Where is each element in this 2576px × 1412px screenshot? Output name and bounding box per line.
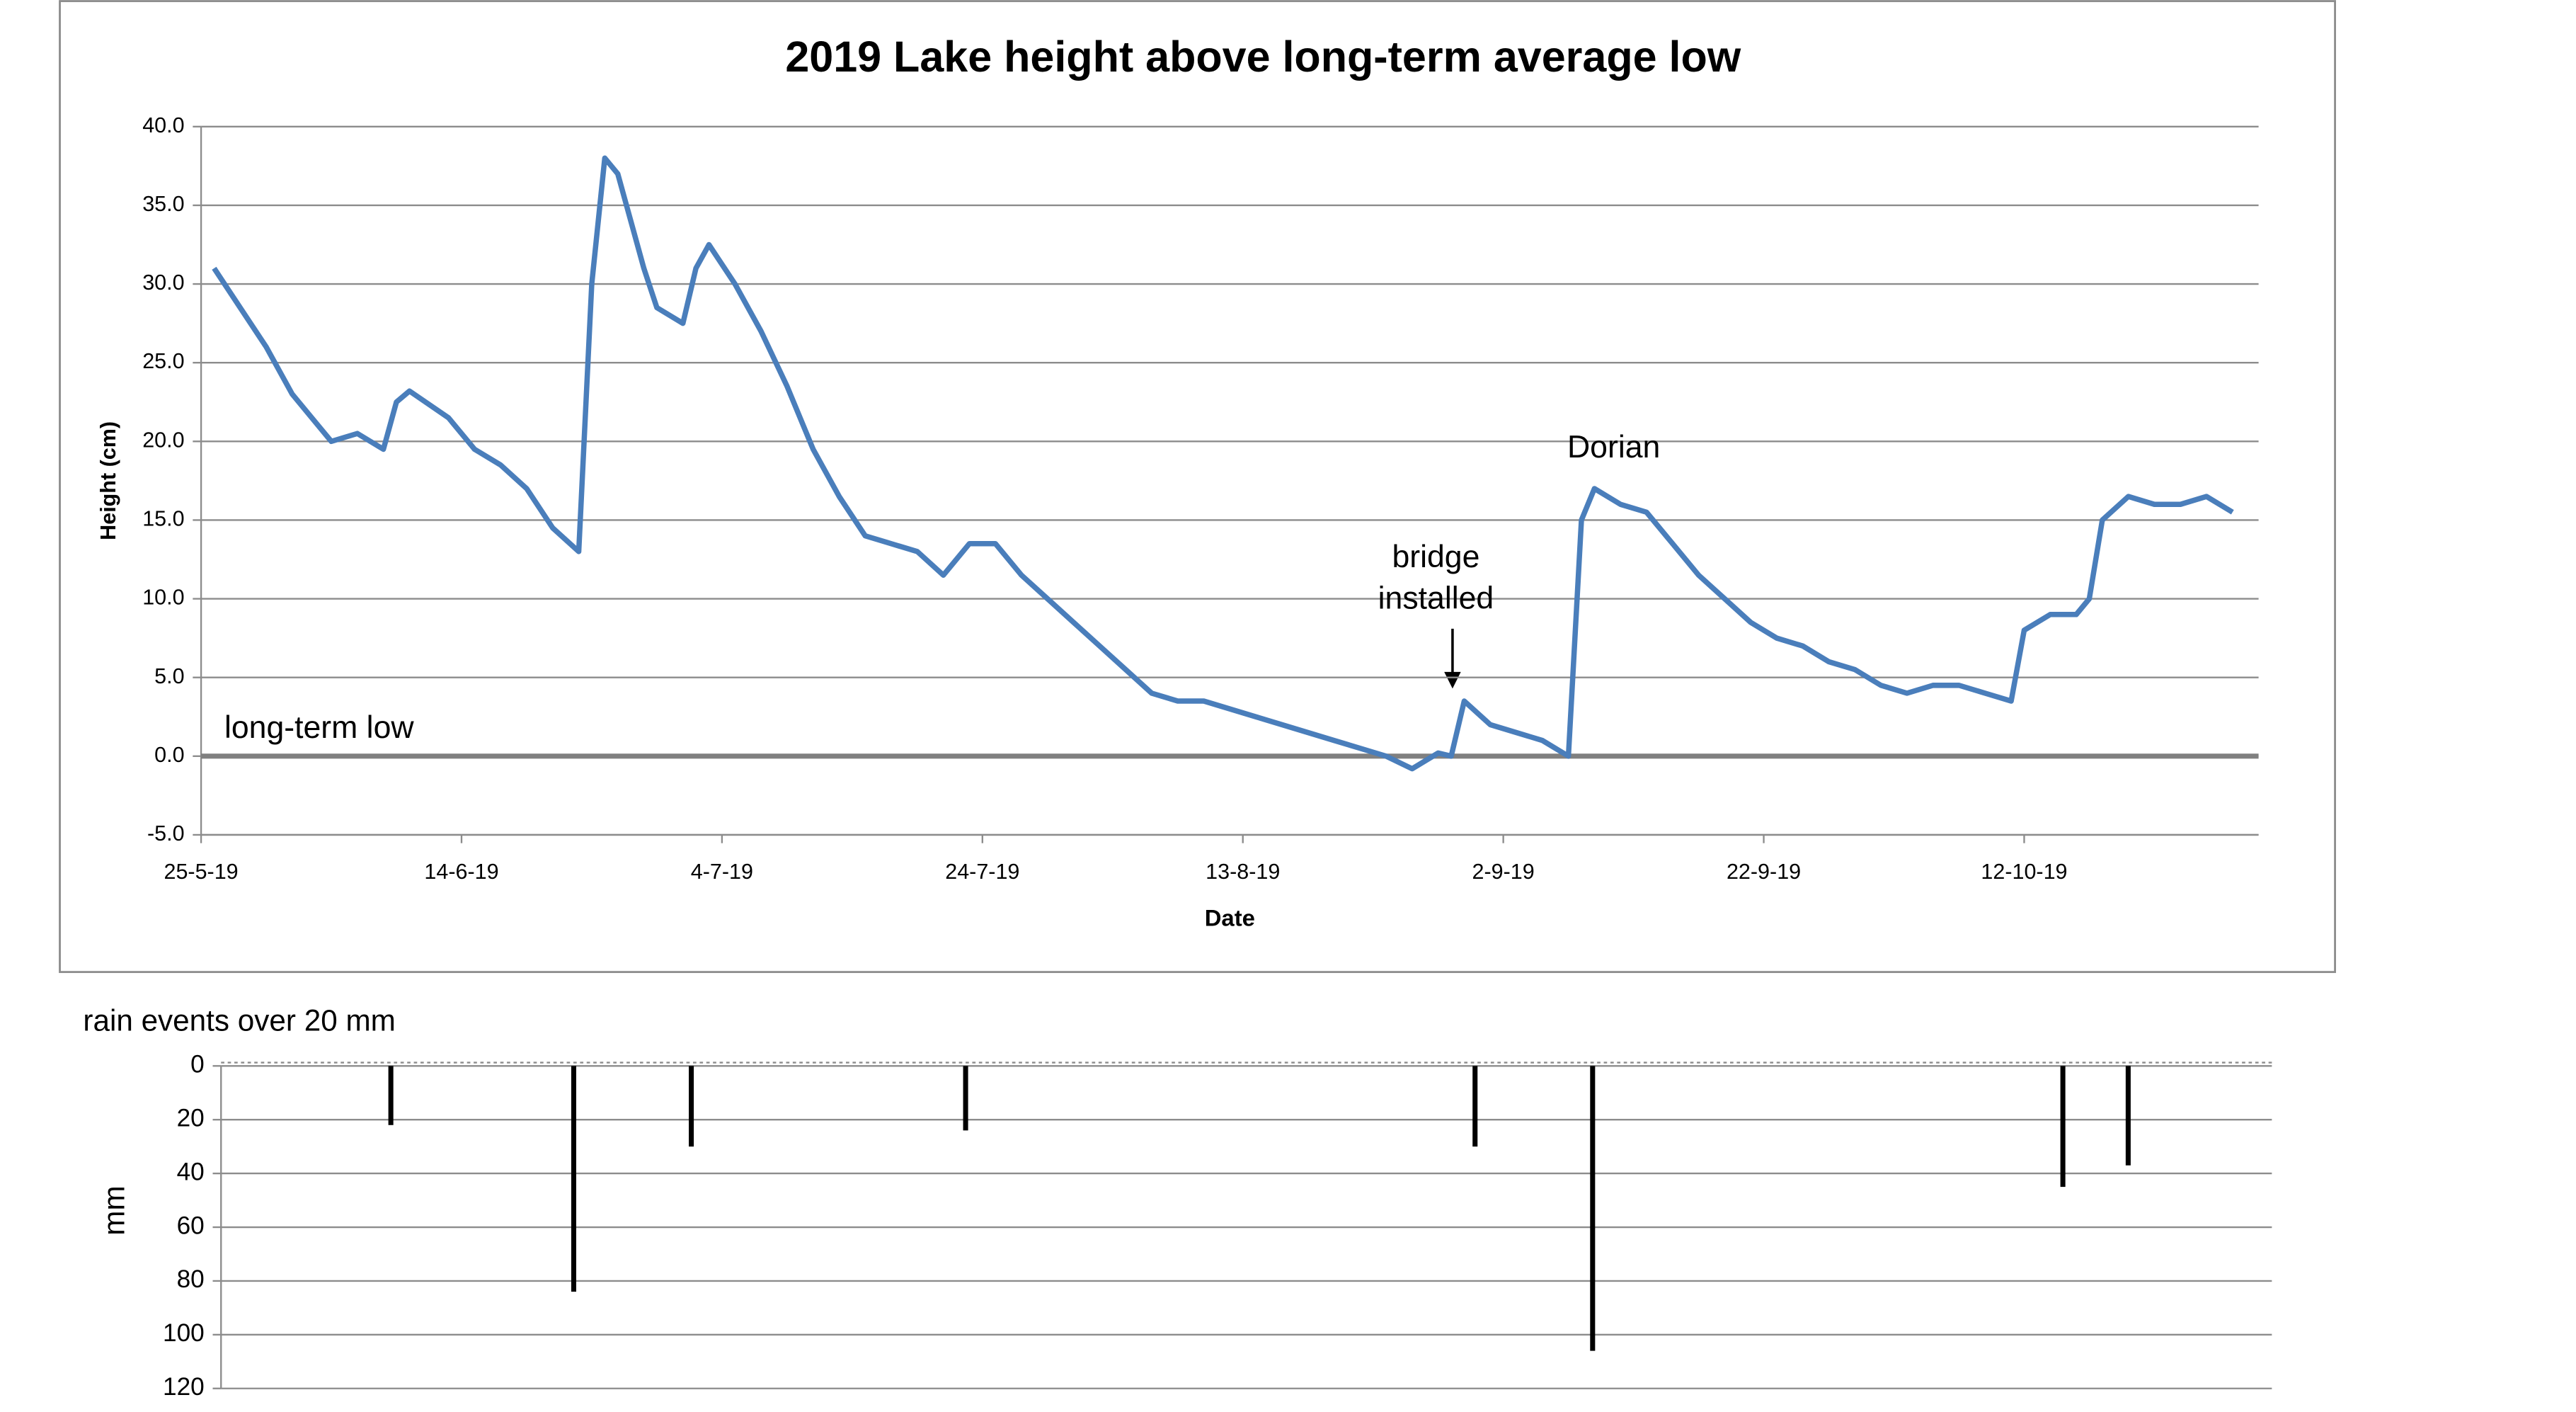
rain-bar xyxy=(2125,1066,2131,1166)
y-axis-label: mm xyxy=(97,1185,130,1235)
y-tick-label: -5.0 xyxy=(147,821,185,846)
rain-bar xyxy=(1590,1066,1596,1351)
arrow-head xyxy=(1444,671,1461,689)
y-tick-label: 100 xyxy=(163,1319,205,1347)
rain-bar xyxy=(388,1066,394,1125)
rain-bar xyxy=(963,1066,968,1131)
x-axis-label: Date xyxy=(1205,904,1255,930)
y-tick-label: 30.0 xyxy=(142,271,184,295)
x-tick-label: 14-6-19 xyxy=(424,860,498,884)
rain-bar xyxy=(1472,1066,1478,1147)
y-tick-label: 10.0 xyxy=(142,586,184,610)
x-tick-label: 4-7-19 xyxy=(691,860,753,884)
annotation: bridge xyxy=(1392,540,1479,574)
rain-bar xyxy=(571,1066,577,1292)
reference-label: long-term low xyxy=(224,710,414,745)
annotation: Dorian xyxy=(1567,430,1660,465)
chart-title: rain events over 20 mm xyxy=(83,1003,395,1037)
y-tick-label: 15.0 xyxy=(142,507,184,531)
x-tick-label: 22-9-19 xyxy=(1727,860,1801,884)
y-tick-label: 20 xyxy=(177,1104,205,1132)
x-tick-label: 24-7-19 xyxy=(945,860,1019,884)
rain-bar xyxy=(2060,1066,2066,1188)
y-tick-label: 5.0 xyxy=(154,664,184,688)
y-tick-label: 60 xyxy=(177,1212,205,1239)
x-tick-label: 25-5-19 xyxy=(164,860,238,884)
chart-frame xyxy=(59,0,2336,974)
y-tick-label: 40.0 xyxy=(142,113,184,137)
y-axis-label: Height (cm) xyxy=(96,421,120,540)
y-tick-label: 120 xyxy=(163,1373,205,1401)
y-tick-label: 40 xyxy=(177,1158,205,1185)
y-tick-label: 0 xyxy=(190,1051,205,1078)
annotation: installed xyxy=(1378,581,1494,616)
y-tick-label: 25.0 xyxy=(142,349,184,373)
y-tick-label: 0.0 xyxy=(154,743,184,767)
x-tick-label: 12-10-19 xyxy=(1981,860,2067,884)
y-tick-label: 20.0 xyxy=(142,428,184,452)
x-tick-label: 13-8-19 xyxy=(1206,860,1280,884)
rain-bar xyxy=(689,1066,694,1147)
y-tick-label: 80 xyxy=(177,1265,205,1293)
x-tick-label: 2-9-19 xyxy=(1472,860,1535,884)
data-line xyxy=(212,155,2234,772)
chart-title: 2019 Lake height above long-term average… xyxy=(785,33,1741,81)
y-tick-label: 35.0 xyxy=(142,192,184,216)
